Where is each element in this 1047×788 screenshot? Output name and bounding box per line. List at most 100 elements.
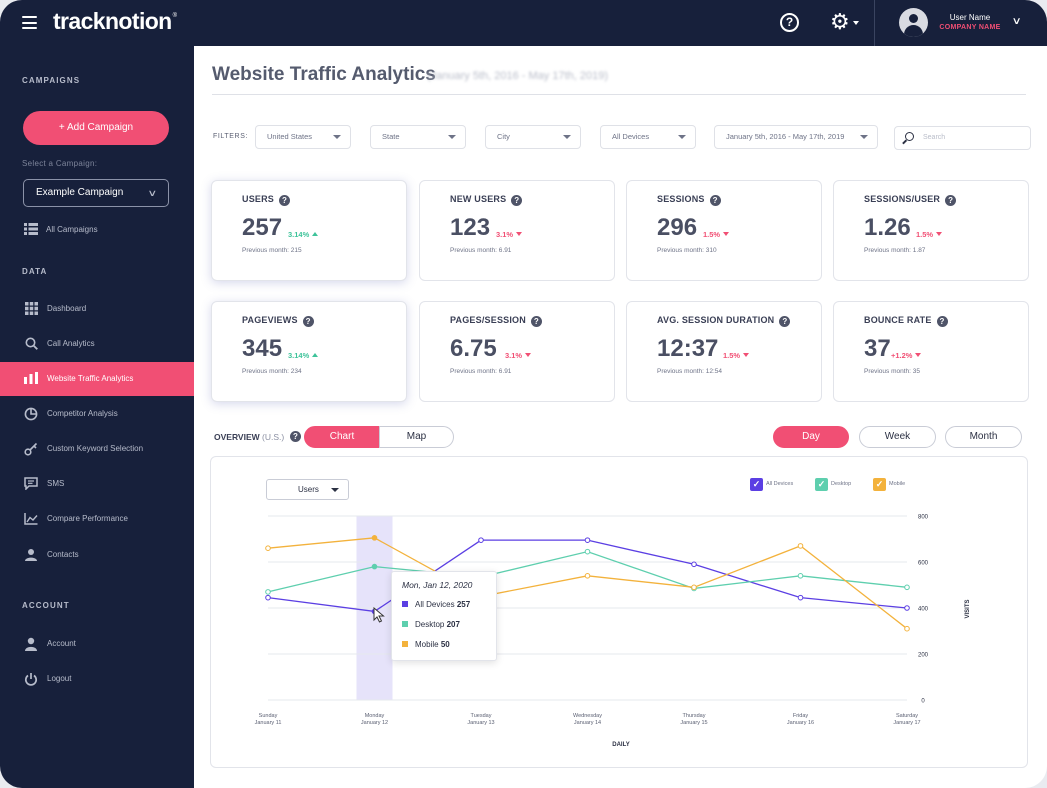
sidebar-item-sms[interactable]: SMS xyxy=(0,467,194,501)
sidebar-item-competitor-analysis[interactable]: Competitor Analysis xyxy=(0,397,194,431)
arrow-down-icon xyxy=(516,232,523,236)
data-point-mobile xyxy=(904,625,910,632)
data-point-desktop xyxy=(584,548,591,555)
line-chart[interactable]: 0 200 400 600 800 VISITS Sunday January 11 Monda… xyxy=(210,456,1028,768)
stat-card-new-users[interactable]: NEW USERS? 123 3.1% Previous month: 6.91 xyxy=(419,180,615,281)
x-tick-label: Sunday January 11 xyxy=(255,713,282,726)
stat-card-bounce-rate[interactable]: BOUNCE RATE? 37 +1.2% Previous month: 35 xyxy=(833,301,1029,402)
sidebar-item-dashboard[interactable]: Dashboard xyxy=(0,292,194,326)
user-menu-chevron-icon[interactable]: ∨ xyxy=(1011,16,1022,27)
stat-label: SESSIONS? xyxy=(657,194,721,206)
stat-change: 3.14% xyxy=(288,351,319,360)
arrow-down-icon xyxy=(915,353,922,357)
stat-value: 1.26 xyxy=(864,214,911,241)
help-icon[interactable]: ? xyxy=(290,431,301,442)
help-icon[interactable]: ? xyxy=(936,316,948,327)
page-subtitle: (January 5th, 2016 - May 17th, 2019) xyxy=(427,70,608,82)
stat-value: 37 xyxy=(864,335,891,362)
help-icon[interactable]: ? xyxy=(780,13,799,32)
help-icon[interactable]: ? xyxy=(511,195,523,206)
sidebar-item-label: Contacts xyxy=(47,550,79,559)
sidebar-item-call-analytics[interactable]: Call Analytics xyxy=(0,327,194,361)
campaign-select-value: Example Campaign xyxy=(36,187,124,198)
help-icon[interactable]: ? xyxy=(279,195,291,206)
data-point-all-devices xyxy=(904,605,910,611)
settings-gear-icon[interactable]: ⚙ xyxy=(830,9,850,34)
sidebar-item-label: Account xyxy=(47,639,76,648)
sidebar-item-website-traffic-analytics[interactable]: Website Traffic Analytics xyxy=(0,362,194,396)
sidebar-item-label: Call Analytics xyxy=(47,339,95,348)
date-range-filter[interactable]: January 5th, 2016 - May 17th, 2019 xyxy=(714,125,878,149)
stat-card-sessions[interactable]: SESSIONS? 296 1.5% Previous month: 310 xyxy=(626,180,822,281)
filters-label: FILTERS: xyxy=(213,133,249,140)
pie-chart-icon xyxy=(24,407,38,421)
sidebar-item-all-campaigns[interactable]: All Campaigns xyxy=(0,213,194,247)
sidebar-item-label: Dashboard xyxy=(47,304,87,313)
tooltip-title: Mon, Jan 12, 2020 xyxy=(402,580,473,590)
sidebar-item-label: Website Traffic Analytics xyxy=(47,374,134,383)
settings-caret-icon xyxy=(853,21,859,25)
chart-tooltip: Mon, Jan 12, 2020 All Devices 257 Deskto… xyxy=(391,571,497,661)
stat-change: 1.5% xyxy=(916,230,943,239)
menu-icon[interactable] xyxy=(22,16,37,29)
checkbox-checked-icon: ✓ xyxy=(873,478,886,491)
stat-label: USERS? xyxy=(242,194,291,206)
period-month-button[interactable]: Month xyxy=(945,426,1022,448)
stat-card-pageviews[interactable]: PAGEVIEWS? 345 3.14% Previous month: 234 xyxy=(211,301,407,402)
company-name: COMPANY NAME xyxy=(939,24,1001,31)
user-icon xyxy=(24,637,38,651)
help-icon[interactable]: ? xyxy=(945,195,957,206)
metric-select[interactable]: Users xyxy=(266,479,349,500)
y-tick-label: 600 xyxy=(918,561,929,567)
state-filter[interactable]: State xyxy=(370,125,466,149)
data-point-all-devices xyxy=(691,561,697,568)
logo[interactable]: tracknotion® xyxy=(53,8,177,34)
sidebar-item-logout[interactable]: Logout xyxy=(0,662,194,696)
sidebar-item-label: SMS xyxy=(47,479,65,488)
caret-down-icon xyxy=(860,135,868,139)
search-input[interactable]: Search xyxy=(894,126,1031,150)
data-point-all-devices xyxy=(584,537,591,543)
y-tick-label: 800 xyxy=(918,515,929,521)
x-tick-label: Saturday January 17 xyxy=(893,713,920,726)
stat-label: PAGEVIEWS? xyxy=(242,315,314,327)
stat-card-pages-per-session[interactable]: PAGES/SESSION? 6.75 3.1% Previous month:… xyxy=(419,301,615,402)
country-filter[interactable]: United States xyxy=(255,125,351,149)
devices-filter[interactable]: All Devices xyxy=(600,125,696,149)
caret-down-icon xyxy=(563,135,571,139)
help-icon[interactable]: ? xyxy=(779,316,791,327)
tab-chart[interactable]: Chart xyxy=(304,426,380,448)
tab-map[interactable]: Map xyxy=(379,426,454,448)
stat-card-users[interactable]: USERS? 257 3.14% Previous month: 215 xyxy=(211,180,407,281)
sidebar-item-compare-performance[interactable]: Compare Performance xyxy=(0,502,194,536)
x-axis-label: DAILY xyxy=(612,742,629,748)
help-icon[interactable]: ? xyxy=(709,195,721,206)
stat-label: NEW USERS? xyxy=(450,194,523,206)
period-day-button[interactable]: Day xyxy=(773,426,849,448)
period-week-button[interactable]: Week xyxy=(859,426,936,448)
stat-change: 3.1% xyxy=(505,351,532,360)
search-icon xyxy=(905,132,914,141)
stat-card-avg-session-duration[interactable]: AVG. SESSION DURATION? 12:37 1.5% Previo… xyxy=(626,301,822,402)
stat-label: BOUNCE RATE? xyxy=(864,315,948,327)
stat-card-sessions-per-user[interactable]: SESSIONS/USER? 1.26 1.5% Previous month:… xyxy=(833,180,1029,281)
stat-label: AVG. SESSION DURATION? xyxy=(657,315,791,327)
sidebar-item-contacts[interactable]: Contacts xyxy=(0,538,194,572)
caret-down-icon xyxy=(333,135,341,139)
sidebar: CAMPAIGNS + Add Campaign Select a Campai… xyxy=(0,46,194,788)
country-filter-value: United States xyxy=(267,132,313,141)
avatar[interactable] xyxy=(899,8,928,37)
sidebar-item-account[interactable]: Account xyxy=(0,627,194,661)
add-campaign-button[interactable]: + Add Campaign xyxy=(23,111,169,145)
stat-previous: Previous month: 1.87 xyxy=(864,247,926,254)
city-filter[interactable]: City xyxy=(485,125,581,149)
help-icon[interactable]: ? xyxy=(530,316,542,327)
sidebar-item-custom-keyword-selection[interactable]: Custom Keyword Selection xyxy=(0,432,194,466)
stat-previous: Previous month: 215 xyxy=(242,247,302,254)
help-icon[interactable]: ? xyxy=(302,316,314,327)
tooltip-row: Mobile 50 xyxy=(402,640,450,649)
arrow-up-icon xyxy=(312,353,319,357)
chat-icon xyxy=(24,477,38,491)
campaign-select[interactable]: Example Campaign ∨ xyxy=(23,179,169,207)
divider xyxy=(212,94,1026,95)
